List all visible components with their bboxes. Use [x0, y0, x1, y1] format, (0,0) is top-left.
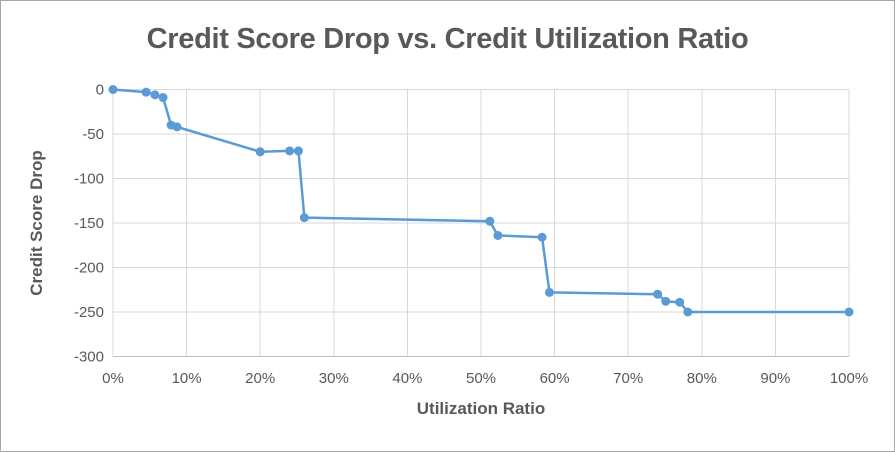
- data-point-marker: [299, 213, 309, 223]
- x-tick-label: 0%: [102, 370, 124, 387]
- y-axis-title: Credit Score Drop: [27, 150, 46, 296]
- data-point-marker: [661, 296, 671, 306]
- y-tick-label: -300: [74, 349, 104, 366]
- data-point-marker: [493, 230, 503, 240]
- x-tick-label: 10%: [172, 370, 202, 387]
- gridlines: [112, 89, 850, 357]
- data-point-marker: [844, 307, 854, 317]
- data-point-marker: [108, 85, 118, 94]
- x-tick-label: 30%: [319, 370, 349, 387]
- y-tick-label: 0: [96, 82, 104, 99]
- data-point-marker: [653, 289, 663, 299]
- x-tick-label: 40%: [392, 370, 422, 387]
- x-axis-tick-labels: 0% 10% 20% 30% 40% 50% 60% 70% 80% 90% 100%: [102, 370, 868, 387]
- data-point-marker: [172, 122, 182, 132]
- data-point-marker: [675, 297, 685, 307]
- data-point-marker: [485, 216, 495, 226]
- x-tick-label: 60%: [540, 370, 570, 387]
- data-point-marker: [158, 93, 168, 103]
- x-tick-label: 90%: [760, 370, 790, 387]
- data-point-marker: [285, 146, 295, 156]
- x-tick-label: 100%: [830, 370, 868, 387]
- x-tick-label: 20%: [245, 370, 275, 387]
- data-point-marker: [150, 90, 160, 100]
- data-point-marker: [255, 147, 265, 157]
- y-tick-label: -100: [74, 171, 104, 188]
- y-axis-tick-labels: 0 -50 -100 -150 -200 -250 -300: [74, 82, 104, 366]
- data-point-marker: [683, 307, 693, 317]
- series-credit-score-drop: [108, 85, 854, 317]
- data-point-marker: [141, 87, 151, 97]
- x-tick-label: 70%: [613, 370, 643, 387]
- chart-title: Credit Score Drop vs. Credit Utilization…: [146, 23, 749, 55]
- data-point-marker: [537, 232, 547, 242]
- x-tick-label: 80%: [687, 370, 717, 387]
- y-tick-label: -250: [74, 304, 104, 321]
- y-tick-label: -200: [74, 260, 104, 277]
- data-point-marker: [293, 146, 303, 156]
- x-tick-label: 50%: [466, 370, 496, 387]
- y-tick-label: -150: [74, 215, 104, 232]
- x-axis-title: Utilization Ratio: [416, 399, 546, 418]
- data-point-marker: [544, 287, 554, 297]
- y-tick-label: -50: [82, 126, 104, 143]
